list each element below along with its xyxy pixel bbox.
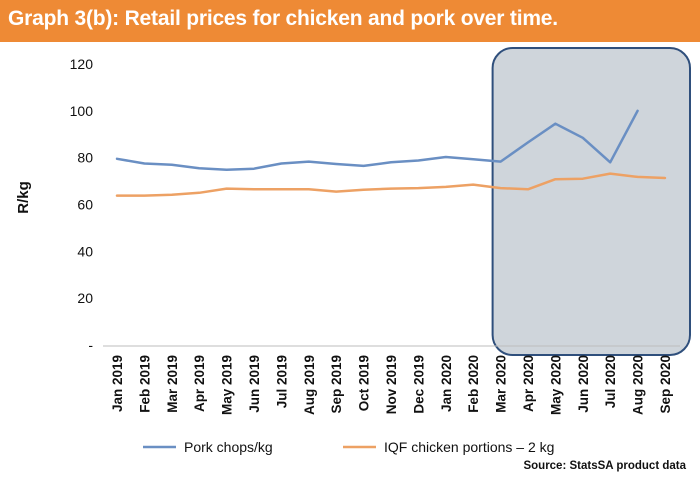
x-tick-label: May 2020: [548, 355, 563, 415]
x-tick-label: Jul 2019: [274, 355, 289, 408]
highlight-region: [491, 47, 691, 356]
highlight-region-layer: [491, 47, 691, 356]
x-tick-label: Aug 2020: [631, 355, 646, 415]
x-tick-label: Nov 2019: [384, 355, 399, 414]
y-tick-label: 80: [77, 150, 93, 166]
y-tick-label: 120: [70, 56, 94, 72]
x-tick-label: Feb 2020: [466, 355, 481, 413]
axis-layer: - 20 40 60 80 100 120 R/kg Jan 2019 Feb 2019 Mar 2…: [15, 56, 680, 415]
x-tick-label: Jun 2020: [576, 355, 591, 413]
x-tick-label: Sep 2020: [658, 355, 673, 414]
series-line-pork: [115, 109, 639, 172]
x-tick-label: May 2019: [220, 355, 235, 415]
legend: Pork chops/kg IQF chicken portions – 2 kg: [143, 439, 554, 455]
x-tick-label: Dec 2019: [411, 355, 426, 414]
x-tick-label: Apr 2020: [521, 355, 536, 412]
x-tick-label: Jan 2020: [439, 355, 454, 412]
y-tick-label: 100: [70, 103, 94, 119]
x-tick-label: Mar 2019: [165, 355, 180, 413]
source-note: Source: StatsSA product data: [523, 460, 686, 472]
x-tick-label: Mar 2020: [494, 355, 509, 413]
y-tick-label: 20: [77, 290, 93, 306]
x-tick-label: Feb 2019: [137, 355, 152, 413]
x-tick-label: Apr 2019: [192, 355, 207, 412]
y-tick-label: -: [88, 337, 93, 353]
legend-label: Pork chops/kg: [184, 439, 273, 455]
x-tick-label: Jul 2020: [603, 355, 618, 408]
line-chart: - 20 40 60 80 100 120 R/kg Jan 2019 Feb 2019 Mar 2…: [15, 47, 691, 455]
y-tick-label: 40: [77, 243, 93, 259]
title-bar: Graph 3(b): Retail prices for chicken an…: [0, 0, 700, 42]
x-tick-label: Oct 2019: [357, 355, 372, 411]
x-tick-label: Jan 2019: [110, 355, 125, 412]
y-axis-label: R/kg: [15, 181, 32, 214]
x-tick-label: Jun 2019: [247, 355, 262, 413]
chart-title: Graph 3(b): Retail prices for chicken an…: [8, 7, 558, 30]
x-tick-label: Sep 2019: [329, 355, 344, 414]
x-tick-label: Aug 2019: [302, 355, 317, 415]
y-tick-label: 60: [77, 197, 93, 213]
series-line-chicken: [115, 172, 667, 197]
legend-label: IQF chicken portions – 2 kg: [384, 439, 554, 455]
series-layer: [115, 109, 667, 197]
